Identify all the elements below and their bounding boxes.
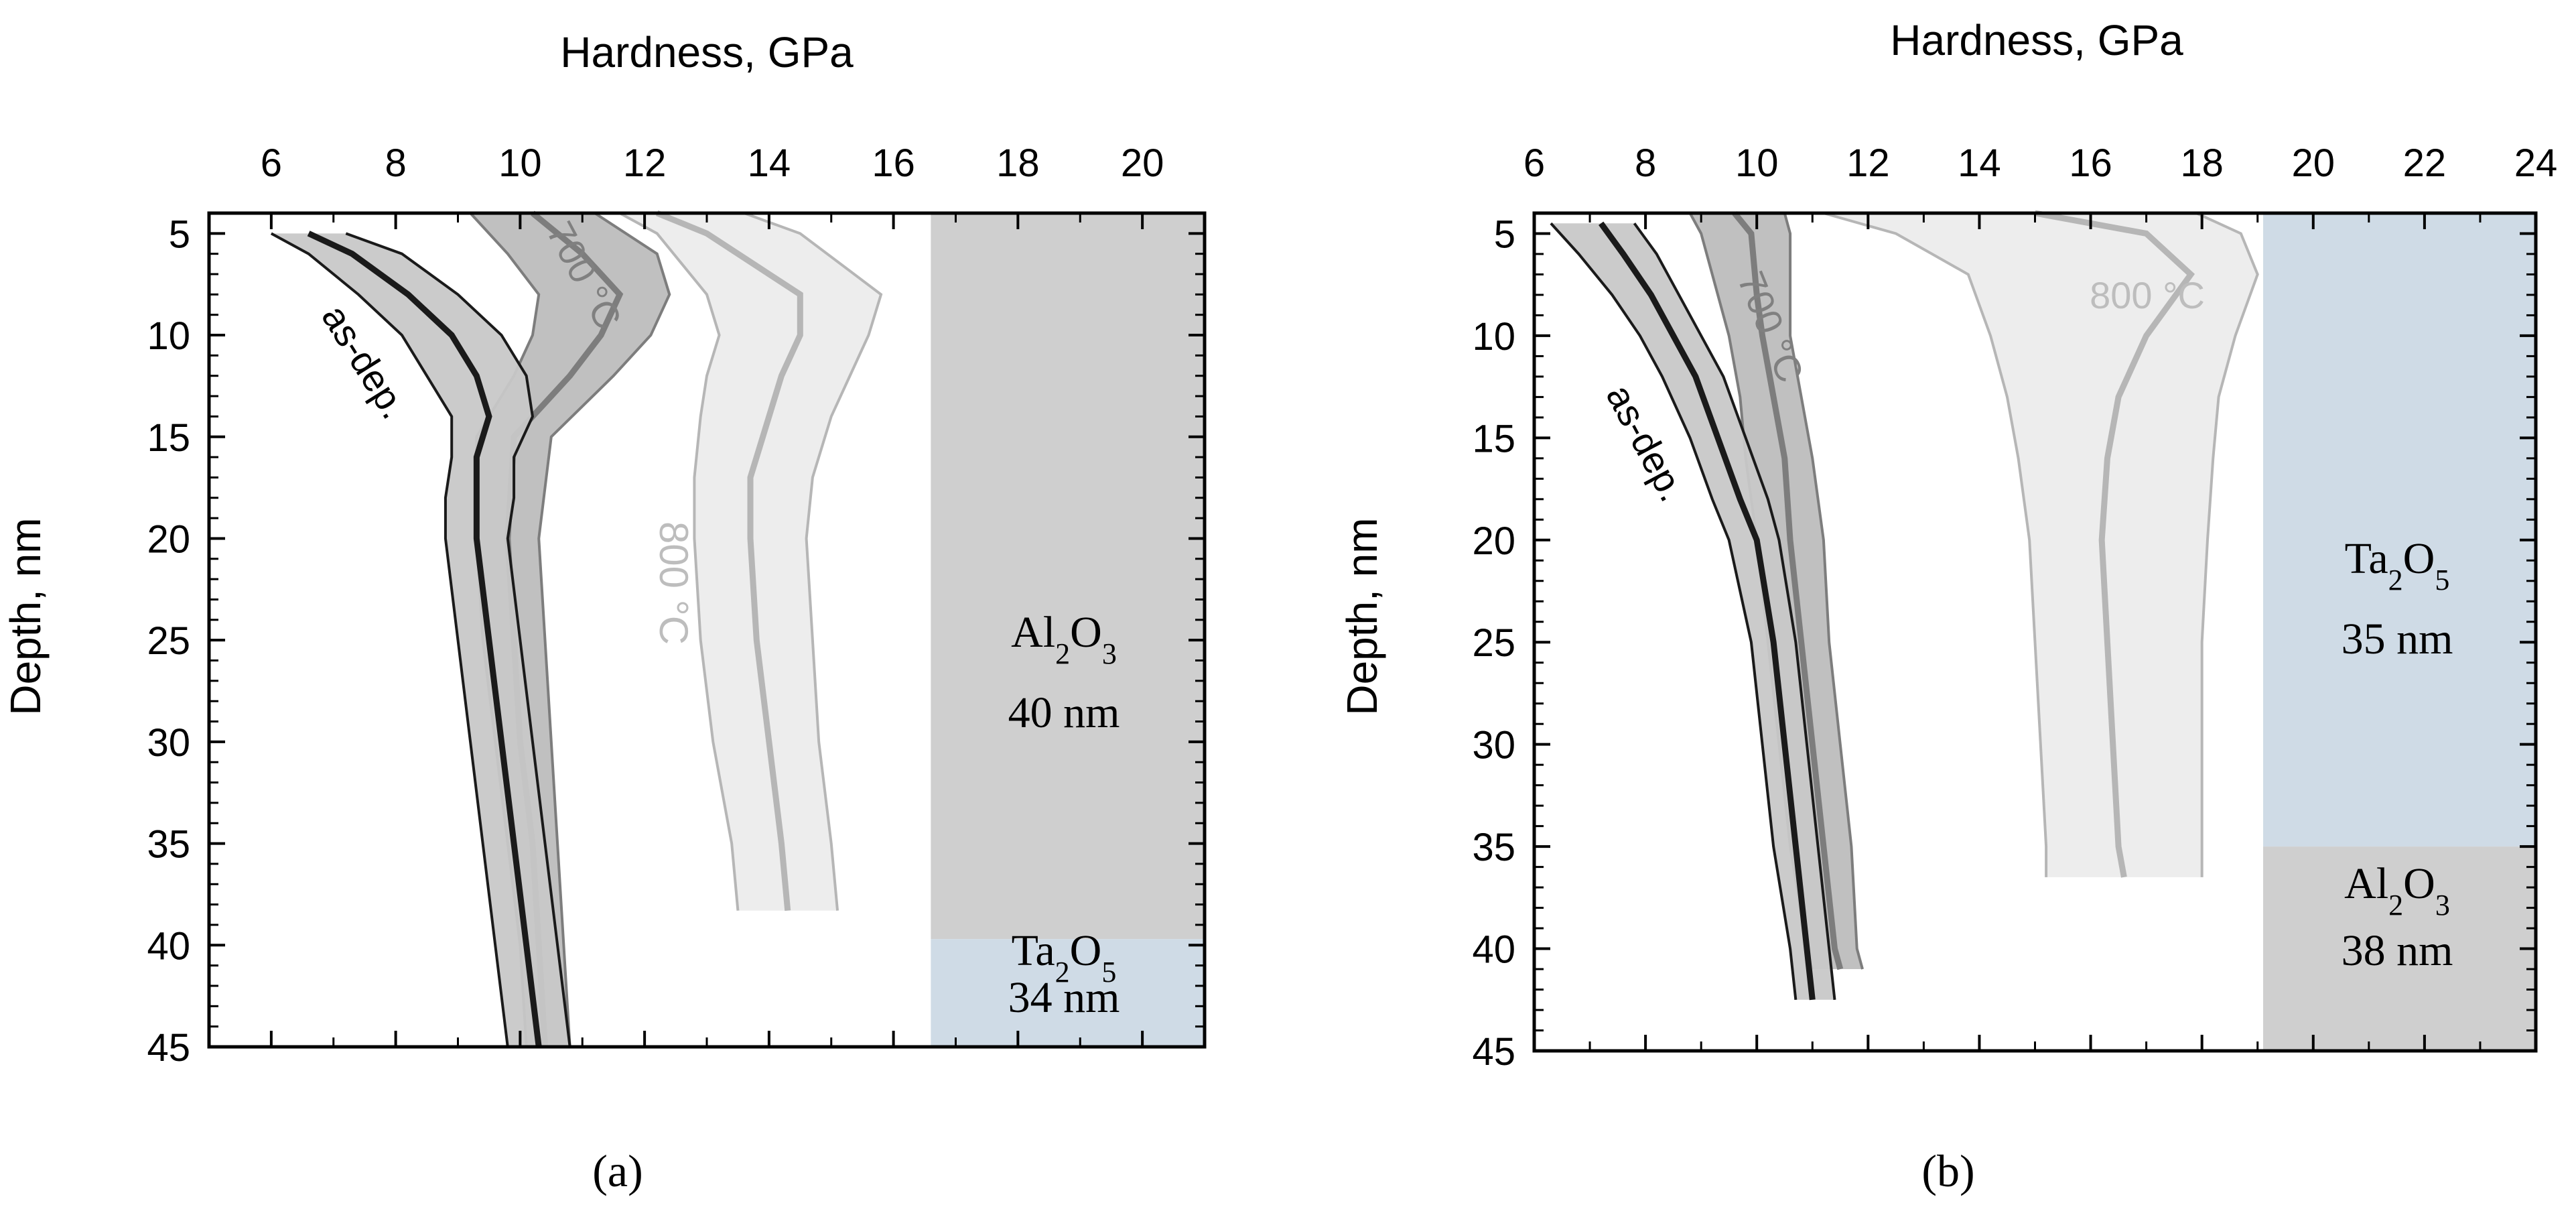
panel-a-label-800-c: 800 °C	[651, 521, 696, 645]
panel-a-layer-al2o3-formula: Al2O3	[1011, 608, 1117, 670]
panel-b-mean-as-dep	[1599, 221, 1816, 1001]
panel-a-mean-800-c	[655, 210, 803, 911]
panel-b-upper-as-dep	[1633, 223, 1836, 1000]
panel-a-ytick-label: 40	[147, 924, 190, 968]
panel-b-lower-800-c	[1823, 212, 2048, 877]
panel-b-layer-al2o3-formula: Al2O3	[2344, 859, 2450, 922]
panel-b-xtick-label: 6	[1523, 141, 1545, 185]
panel-b-ytick-label: 35	[1472, 826, 1515, 869]
panel-a-ytick-label: 15	[147, 416, 190, 460]
panel-a-xtick-label: 14	[748, 141, 791, 185]
panel-a-ytick-label: 35	[147, 823, 190, 867]
panel-b-mean-800-c	[2034, 210, 2195, 878]
panel-a-xtick-label: 20	[1121, 141, 1164, 185]
panel-a-chart: 6 8 10 12 14 16 18 20 5 10 15 20 25 30 35 40 45 Hardness,…	[1, 28, 1207, 1070]
panel-a-xtick-label: 12	[623, 141, 667, 185]
panel-b-band-800-c	[1823, 213, 2258, 877]
panel-a-xtick-label: 8	[385, 141, 406, 185]
panel-b-xlabel: Hardness, GPa	[1890, 16, 2183, 64]
panel-b-ytick-label: 30	[1472, 724, 1515, 767]
panel-b-ytick-label: 15	[1472, 417, 1515, 460]
panel-b-layer-al2o3-rect	[2263, 846, 2536, 1051]
panel-a-ytick-label: 25	[147, 619, 190, 663]
panel-a-layer-ta2o5-thickness: 34 nm	[1008, 973, 1120, 1022]
panel-b-ytick-label: 45	[1472, 1030, 1515, 1074]
panel-a-layer-al2o3-thickness: 40 nm	[1008, 688, 1120, 737]
panel-a-upper-700-c	[537, 212, 671, 1048]
panel-a-xtick-label: 6	[261, 141, 282, 185]
panel-b-lower-as-dep	[1550, 222, 1798, 1000]
panel-a-mean-as-dep	[307, 231, 542, 1048]
panel-a-layer-al2o3-rect	[931, 213, 1205, 940]
panel-b-xtick-label: 16	[2069, 141, 2112, 185]
panel-b-ylabel: Depth, nm	[1338, 517, 1386, 715]
panel-a-upper-as-dep	[345, 232, 571, 1048]
panel-b-layer-ta2o5-thickness: 35 nm	[2342, 615, 2453, 663]
panel-b-xtick-label: 24	[2514, 141, 2558, 185]
panel-b-xtick-label: 14	[1958, 141, 2001, 185]
panel-b-ytick-label: 25	[1472, 621, 1515, 665]
panel-b-label-800-c: 800 °C	[2090, 274, 2205, 316]
panel-b-ytick-label: 10	[1472, 315, 1515, 359]
panel-a-upper-800-c	[744, 212, 883, 911]
panel-b-ytick-label: 20	[1472, 519, 1515, 563]
panel-a-ytick-label: 30	[147, 721, 190, 765]
panel-b-xtick-label: 18	[2180, 141, 2224, 185]
panel-b-upper-800-c	[2195, 212, 2259, 877]
panel-b-xtick-label: 22	[2403, 141, 2447, 185]
panel-b-layer-al2o3-thickness: 38 nm	[2342, 926, 2453, 975]
panel-a-ytick-label: 10	[147, 314, 190, 358]
panel-a-lower-800-c	[619, 212, 740, 911]
panel-b-xtick-label: 12	[1846, 141, 1890, 185]
panel-b-xtick-label: 8	[1635, 141, 1656, 185]
panel-b-layer-ta2o5-formula: Ta2O5	[2345, 534, 2450, 596]
panel-b-layer-ta2o5-rect	[2263, 213, 2536, 847]
panel-a-lower-as-dep	[270, 232, 509, 1048]
panel-a-xtick-label: 10	[498, 141, 542, 185]
panel-a-layer-ta2o5-formula: Ta2O5	[1012, 926, 1117, 989]
panel-a-xtick-label: 18	[996, 141, 1040, 185]
panel-a-ylabel: Depth, nm	[1, 517, 50, 715]
panel-a-layer-ta2o5-rect	[931, 939, 1205, 1047]
panel-b-upper-700-c	[1783, 212, 1864, 970]
panel-a-ytick-label: 20	[147, 517, 190, 561]
panel-a-ytick-label: 45	[147, 1026, 190, 1070]
panel-a-ytick-label: 5	[169, 212, 190, 256]
panel-b-ytick-label: 40	[1472, 928, 1515, 972]
panel-a-xtick-label: 16	[872, 141, 915, 185]
panel-a-xlabel: Hardness, GPa	[560, 28, 854, 76]
panel-a-caption: (a)	[592, 1145, 642, 1196]
panel-b-xtick-label: 20	[2292, 141, 2335, 185]
panel-b-ytick-label: 5	[1494, 212, 1515, 256]
panel-b-caption: (b)	[1921, 1145, 1974, 1196]
panel-b-mean-700-c	[1732, 211, 1844, 970]
panel-b-chart: 6 8 10 12 14 16 18 20 22 24 5 10 15 20 25 30 35 40 45 Hardn…	[1338, 16, 2557, 1074]
panel-a-band-as-dep	[271, 233, 570, 1048]
panel-b-xtick-label: 10	[1735, 141, 1779, 185]
